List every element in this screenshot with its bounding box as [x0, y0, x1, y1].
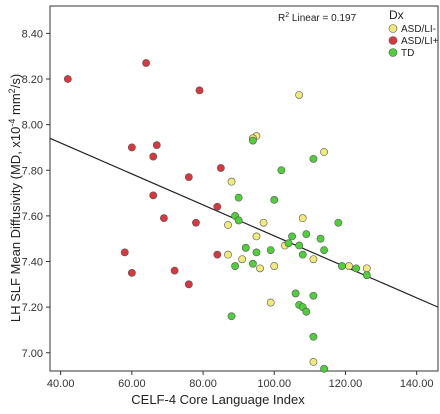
point-td: [302, 230, 311, 239]
point-td: [248, 259, 257, 268]
y-axis-title: LH SLF Mean Diffusivity (MD, x10-4 mm2/s…: [7, 74, 23, 322]
point-asd-li: [345, 262, 353, 270]
point-asd-li: [266, 298, 275, 307]
legend: Dx ASD/LI-ASD/LI+TD: [388, 8, 439, 59]
point-asd-li: [149, 191, 158, 200]
point-asd-li: [362, 264, 371, 273]
point-td: [266, 246, 275, 254]
point-td: [316, 234, 325, 243]
y-axis: 7.00 7.20 7.40 7.60 7.80 8.00 8.20 8.40: [22, 28, 50, 360]
plot-area: [49, 5, 439, 372]
point-asd-li: [309, 357, 318, 366]
x-tick-label: 140.00: [400, 378, 434, 390]
point-asd-li: [238, 255, 247, 264]
point-td: [352, 264, 361, 273]
point-td: [337, 262, 346, 270]
x-axis-title: CELF-4 Core Language Index: [131, 392, 305, 407]
point-asd-li: [160, 214, 168, 223]
point-asd-li: [127, 143, 136, 152]
point-asd-li: [270, 262, 279, 270]
x-tick-label: 80.00: [189, 378, 217, 390]
point-asd-li: [152, 141, 161, 150]
y-tick-label: 8.20: [22, 74, 43, 86]
point-td: [309, 154, 318, 163]
point-asd-li: [227, 177, 236, 186]
point-asd-li: [309, 255, 318, 264]
legend-title: Dx: [389, 8, 404, 22]
point-td: [234, 193, 243, 202]
point-asd-li: [120, 248, 129, 257]
point-asd-li: [184, 280, 193, 289]
point-asd-li: [298, 214, 307, 223]
point-asd-li: [195, 86, 204, 95]
legend-label-td: TD: [401, 48, 414, 59]
point-td: [309, 291, 318, 300]
data-points: [63, 59, 371, 373]
point-td: [248, 136, 257, 145]
legend-marker-asd-li: [388, 24, 398, 33]
point-asd-li: [256, 264, 264, 273]
legend-label-asd-li: ASD/LI+: [401, 36, 439, 47]
y-tick-label: 8.00: [22, 120, 43, 132]
x-tick-label: 60.00: [118, 378, 146, 390]
point-td: [227, 312, 236, 321]
y-tick-label: 7.60: [22, 211, 43, 223]
point-td: [334, 218, 343, 227]
y-tick-label: 7.80: [22, 165, 43, 177]
x-tick-label: 40.00: [47, 378, 75, 390]
y-tick-label: 7.20: [22, 302, 43, 314]
y-tick-label: 8.40: [22, 28, 43, 40]
point-asd-li: [252, 232, 261, 241]
legend-marker-td: [388, 48, 398, 57]
point-td: [320, 364, 328, 373]
x-tick-label: 100.00: [257, 378, 291, 390]
point-td: [241, 243, 250, 252]
point-asd-li: [213, 250, 222, 259]
y-tick-label: 7.40: [22, 257, 43, 269]
point-td: [284, 239, 293, 248]
point-td: [291, 289, 300, 298]
point-td: [362, 271, 371, 280]
point-asd-li: [170, 266, 179, 275]
point-asd-li: [142, 59, 151, 67]
point-asd-li: [216, 164, 225, 172]
point-td: [302, 307, 311, 316]
point-td: [270, 196, 279, 204]
y-tick-label: 7.00: [22, 348, 43, 360]
point-asd-li: [224, 250, 232, 259]
x-tick-label: 120.00: [329, 378, 363, 390]
point-td: [295, 241, 304, 250]
point-asd-li: [213, 202, 222, 211]
point-asd-li: [63, 75, 72, 83]
point-asd-li: [295, 91, 304, 99]
x-axis: 40.00 60.00 80.00 100.00 120.00 140.00: [47, 371, 434, 390]
point-asd-li: [320, 148, 328, 156]
point-td: [252, 248, 261, 257]
point-asd-li: [127, 269, 136, 277]
fit-line: [49, 137, 439, 308]
point-td: [298, 250, 307, 259]
point-td: [231, 262, 240, 270]
point-td: [288, 232, 296, 241]
legend-label-asd-li: ASD/LI-: [401, 24, 436, 35]
point-asd-li: [259, 218, 268, 227]
point-asd-li: [184, 173, 193, 181]
point-asd-li: [149, 152, 158, 161]
point-asd-li: [192, 218, 200, 227]
legend-marker-asd-li: [388, 36, 398, 45]
point-td: [277, 166, 286, 175]
point-td: [309, 332, 318, 341]
r-squared-annotation: R2 Linear = 0.197: [278, 12, 357, 24]
point-asd-li: [224, 221, 232, 229]
point-td: [234, 216, 243, 225]
point-td: [320, 246, 328, 254]
